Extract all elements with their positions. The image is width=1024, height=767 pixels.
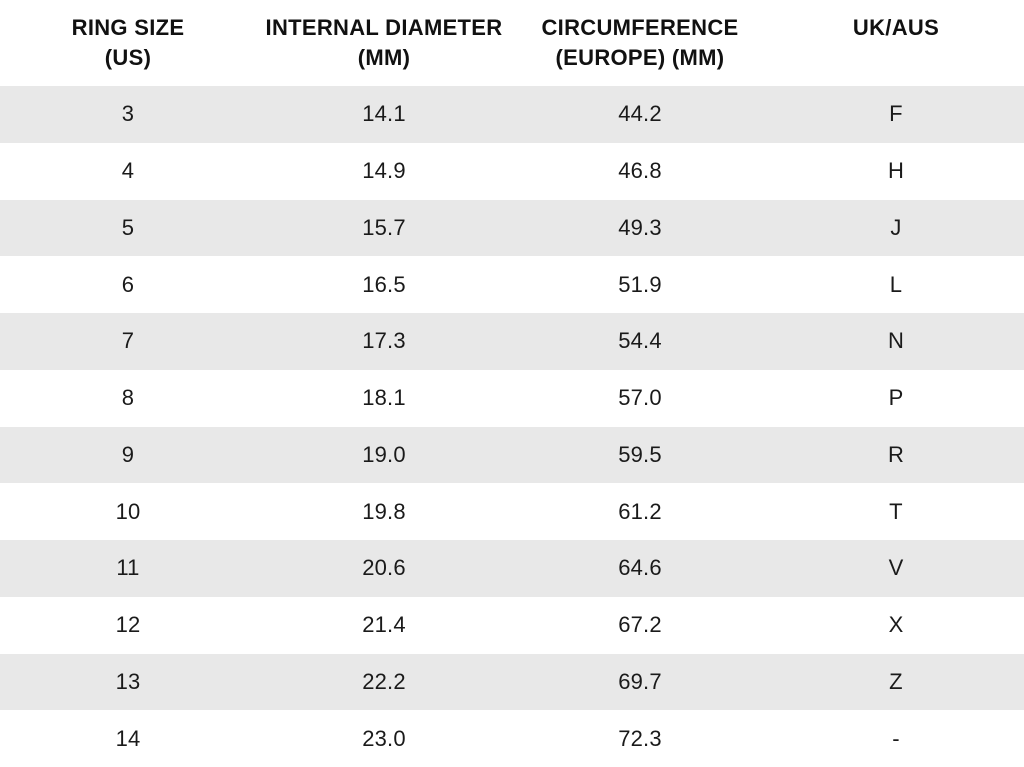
cell-us-size: 14 bbox=[115, 725, 141, 751]
table-row: 14 23.0 72.3 - bbox=[0, 710, 1024, 767]
cell-us-size: 8 bbox=[121, 385, 135, 411]
cell-us-size: 6 bbox=[121, 271, 135, 297]
cell-internal-diameter: 14.1 bbox=[362, 101, 406, 127]
cell-circumference: 67.2 bbox=[618, 612, 662, 638]
column-header-line1: CIRCUMFERENCE bbox=[541, 15, 739, 40]
table-row: 7 17.3 54.4 N bbox=[0, 313, 1024, 370]
cell-us-size: 4 bbox=[121, 158, 135, 184]
cell-uk-aus: X bbox=[888, 612, 904, 638]
table-row: 3 14.1 44.2 F bbox=[0, 86, 1024, 143]
cell-uk-aus: N bbox=[887, 328, 905, 354]
table-header-row: RING SIZE (US) INTERNAL DIAMETER (MM) CI… bbox=[0, 0, 1024, 86]
cell-uk-aus: P bbox=[888, 385, 904, 411]
column-header-line1: UK/AUS bbox=[852, 15, 940, 40]
cell-uk-aus: T bbox=[889, 498, 903, 524]
cell-uk-aus: R bbox=[887, 441, 905, 467]
column-header-line1: RING SIZE bbox=[71, 15, 185, 40]
table-row: 13 22.2 69.7 Z bbox=[0, 653, 1024, 711]
cell-us-size: 11 bbox=[116, 555, 140, 581]
cell-uk-aus: F bbox=[889, 101, 903, 127]
column-header-circumference: CIRCUMFERENCE (EUROPE) (MM) bbox=[512, 0, 768, 86]
column-header-internal-diameter: INTERNAL DIAMETER (MM) bbox=[256, 0, 512, 86]
column-header-line2: (MM) bbox=[357, 45, 411, 70]
table-row: 10 19.8 61.2 T bbox=[0, 483, 1024, 540]
column-header-line2: (EUROPE) (MM) bbox=[555, 45, 725, 70]
table-row: 6 16.5 51.9 L bbox=[0, 256, 1024, 313]
cell-circumference: 64.6 bbox=[618, 555, 662, 581]
cell-circumference: 44.2 bbox=[618, 101, 662, 127]
column-header-ring-size-us: RING SIZE (US) bbox=[0, 0, 256, 86]
table-row: 11 20.6 64.6 V bbox=[0, 540, 1024, 597]
cell-internal-diameter: 14.9 bbox=[362, 158, 406, 184]
cell-us-size: 10 bbox=[115, 498, 141, 524]
cell-internal-diameter: 23.0 bbox=[362, 725, 406, 751]
cell-us-size: 3 bbox=[121, 101, 135, 127]
cell-uk-aus: - bbox=[892, 725, 900, 751]
cell-internal-diameter: 22.2 bbox=[362, 668, 406, 694]
cell-us-size: 12 bbox=[115, 612, 141, 638]
column-header-line2: (US) bbox=[104, 45, 152, 70]
cell-circumference: 72.3 bbox=[618, 725, 662, 751]
cell-circumference: 51.9 bbox=[618, 271, 662, 297]
cell-internal-diameter: 19.0 bbox=[362, 441, 406, 467]
cell-uk-aus: V bbox=[888, 555, 904, 581]
cell-internal-diameter: 19.8 bbox=[362, 498, 406, 524]
cell-circumference: 59.5 bbox=[618, 441, 662, 467]
cell-us-size: 9 bbox=[121, 441, 135, 467]
cell-internal-diameter: 15.7 bbox=[362, 214, 406, 240]
cell-us-size: 13 bbox=[115, 668, 141, 694]
cell-us-size: 5 bbox=[121, 214, 135, 240]
table-row: 5 15.7 49.3 J bbox=[0, 199, 1024, 257]
cell-circumference: 57.0 bbox=[618, 385, 662, 411]
cell-circumference: 49.3 bbox=[618, 214, 662, 240]
cell-circumference: 61.2 bbox=[618, 498, 662, 524]
cell-uk-aus: J bbox=[890, 214, 902, 240]
cell-uk-aus: Z bbox=[889, 668, 903, 694]
cell-circumference: 69.7 bbox=[618, 668, 662, 694]
cell-internal-diameter: 16.5 bbox=[362, 271, 406, 297]
table-row: 9 19.0 59.5 R bbox=[0, 426, 1024, 484]
cell-internal-diameter: 18.1 bbox=[362, 385, 406, 411]
cell-circumference: 54.4 bbox=[618, 328, 662, 354]
table-row: 8 18.1 57.0 P bbox=[0, 369, 1024, 427]
cell-internal-diameter: 21.4 bbox=[362, 612, 406, 638]
cell-circumference: 46.8 bbox=[618, 158, 662, 184]
cell-uk-aus: L bbox=[889, 271, 903, 297]
table-row: 4 14.9 46.8 H bbox=[0, 142, 1024, 200]
column-header-line1: INTERNAL DIAMETER bbox=[265, 15, 503, 40]
cell-internal-diameter: 20.6 bbox=[362, 555, 406, 581]
cell-uk-aus: H bbox=[887, 158, 905, 184]
column-header-uk-aus: UK/AUS bbox=[768, 0, 1024, 86]
table-row: 12 21.4 67.2 X bbox=[0, 596, 1024, 654]
cell-us-size: 7 bbox=[121, 328, 135, 354]
cell-internal-diameter: 17.3 bbox=[362, 328, 406, 354]
